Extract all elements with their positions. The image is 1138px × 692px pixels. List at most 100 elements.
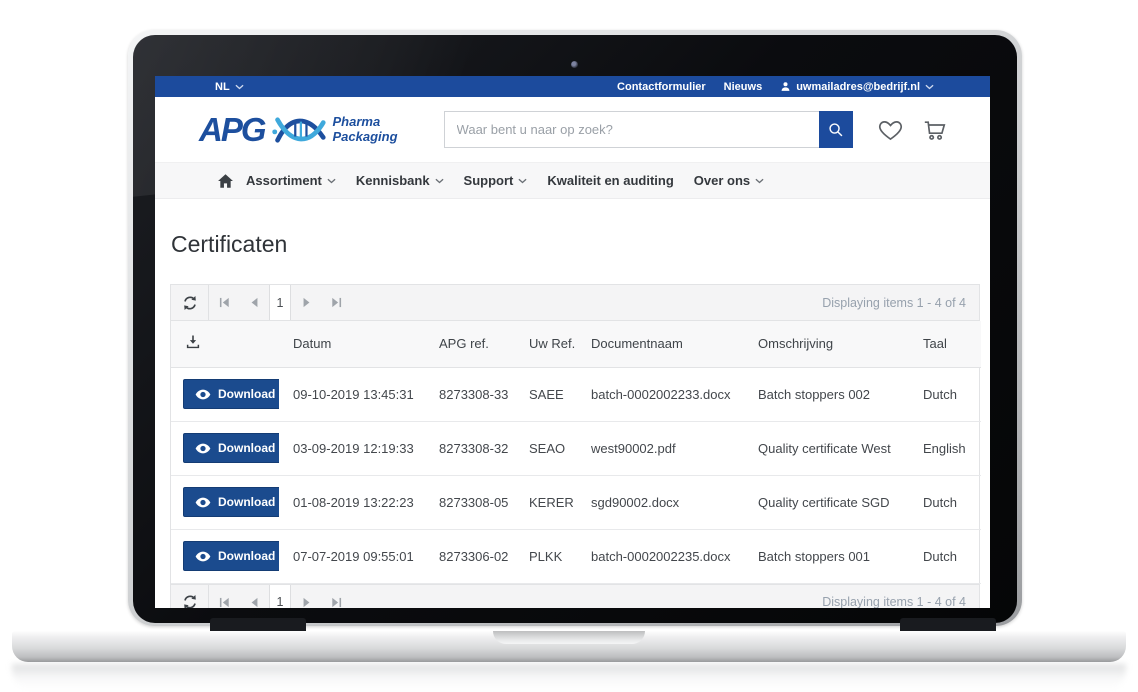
download-button-label: Download: [218, 495, 276, 509]
download-column-header: [171, 321, 279, 367]
column-header-documentnaam: Documentnaam: [591, 336, 683, 352]
download-button-label: Download: [218, 549, 276, 563]
contactformulier-link[interactable]: Contactformulier: [617, 80, 706, 93]
column-header-uw-ref: Uw Ref.: [529, 336, 576, 352]
cell-apg-ref: 8273306-02: [439, 548, 509, 564]
nav-item-label: Over ons: [693, 173, 751, 188]
eye-icon: [195, 497, 211, 508]
certificates-panel: 1 Displaying items 1 - 4 of 4: [170, 284, 981, 609]
cell-uw-ref: PLKK: [529, 548, 563, 564]
cell-taal: Dutch: [923, 548, 957, 564]
refresh-icon: [182, 295, 198, 311]
laptop-reflection: [12, 664, 1126, 690]
search-icon: [828, 122, 844, 138]
cell-apg-ref: 8273308-05: [439, 494, 509, 510]
column-header-taal: Taal: [923, 336, 947, 352]
next-page-icon: [301, 297, 312, 308]
cell-download: Download: [171, 367, 279, 421]
chevron-down-icon: [327, 178, 336, 184]
eye-icon: [195, 389, 211, 400]
chevron-down-icon: [235, 84, 244, 90]
search-input[interactable]: [443, 111, 819, 148]
last-page-button[interactable]: [321, 585, 351, 609]
download-button-label: Download: [218, 387, 276, 401]
pager-bottom: 1 Displaying items 1 - 4 of 4: [171, 583, 979, 609]
pager-status: Displaying items 1 - 4 of 4: [822, 295, 966, 310]
account-email: uwmailadres@bedrijf.nl: [796, 80, 920, 93]
first-page-icon: [219, 597, 230, 608]
site-logo[interactable]: APG Pharma: [199, 111, 398, 149]
chevron-down-icon: [755, 178, 764, 184]
search-button[interactable]: [818, 111, 853, 148]
laptop-bezel: NL Contactformulier Nieuws uwmailadres@b…: [133, 35, 1017, 623]
cell-datum: 03-09-2019 12:19:33: [293, 440, 414, 456]
nav-item-3[interactable]: Kwaliteit en auditing: [547, 173, 673, 188]
download-icon: [186, 335, 200, 352]
table-body: Download 09-10-2019 13:45:31 8273308-33 …: [171, 367, 981, 583]
logo-tagline-line1: Pharma: [332, 113, 381, 129]
download-button[interactable]: Download: [183, 487, 279, 517]
nieuws-link[interactable]: Nieuws: [723, 80, 763, 93]
table-row: Download 07-07-2019 09:55:01 8273306-02 …: [171, 529, 981, 583]
heart-icon: [877, 121, 904, 145]
prev-page-icon: [249, 597, 260, 608]
refresh-button[interactable]: [171, 285, 209, 320]
last-page-button[interactable]: [321, 285, 351, 320]
logo-tagline: Pharma Packaging: [332, 113, 398, 145]
column-header-omschrijving: Omschrijving: [758, 336, 834, 352]
nav-item-2[interactable]: Support: [464, 173, 528, 188]
pager-top: 1 Displaying items 1 - 4 of 4: [171, 285, 979, 321]
next-page-icon: [301, 597, 312, 608]
cell-documentnaam: batch-0002002235.docx: [591, 548, 731, 564]
wishlist-button[interactable]: [877, 117, 904, 142]
home-nav-item[interactable]: [217, 173, 234, 189]
nav-items: Assortiment Kennisbank Support Kwaliteit…: [246, 173, 784, 188]
download-button[interactable]: Download: [183, 379, 279, 409]
prev-page-button[interactable]: [239, 585, 269, 609]
certificates-table: Datum APG ref. Uw Ref. Documentnaam Omsc…: [171, 321, 981, 584]
search-area: [443, 111, 853, 148]
cell-omschrijving: Quality certificate West: [758, 440, 891, 456]
prev-page-button[interactable]: [239, 285, 269, 320]
laptop-notch: [493, 631, 645, 644]
language-selector[interactable]: NL: [215, 81, 244, 93]
cart-button[interactable]: [922, 117, 949, 142]
table-row: Download 01-08-2019 13:22:23 8273308-05 …: [171, 475, 981, 529]
home-icon: [217, 173, 234, 193]
webcam-icon: [571, 61, 578, 68]
dna-logo-icon: [271, 111, 327, 149]
nav-item-4[interactable]: Over ons: [694, 173, 764, 188]
cell-download: Download: [171, 529, 279, 583]
download-button[interactable]: Download: [183, 541, 279, 571]
refresh-button[interactable]: [171, 584, 209, 608]
cell-datum: 09-10-2019 13:45:31: [293, 386, 414, 402]
cell-documentnaam: west90002.pdf: [591, 440, 676, 456]
next-page-button[interactable]: [291, 285, 321, 320]
first-page-button[interactable]: [209, 285, 239, 320]
nav-item-0[interactable]: Assortiment: [246, 173, 336, 188]
user-icon: [780, 81, 791, 92]
cell-omschrijving: Batch stoppers 001: [758, 548, 871, 564]
nav-item-1[interactable]: Kennisbank: [356, 173, 444, 188]
first-page-button[interactable]: [209, 585, 239, 609]
next-page-button[interactable]: [291, 585, 321, 609]
main-nav: Assortiment Kennisbank Support Kwaliteit…: [155, 162, 990, 199]
site-header: APG Pharma: [155, 97, 990, 162]
cell-datum: 01-08-2019 13:22:23: [293, 494, 414, 510]
table-row: Download 09-10-2019 13:45:31 8273308-33 …: [171, 367, 981, 421]
cell-download: Download: [171, 421, 279, 475]
logo-tagline-line2: Packaging: [332, 128, 398, 144]
topbar: NL Contactformulier Nieuws uwmailadres@b…: [155, 76, 990, 97]
logo-brand-text: APG: [199, 111, 267, 148]
account-menu[interactable]: uwmailadres@bedrijf.nl: [780, 81, 934, 93]
laptop-screen: NL Contactformulier Nieuws uwmailadres@b…: [128, 30, 1022, 626]
last-page-icon: [331, 297, 342, 308]
pager-status: Displaying items 1 - 4 of 4: [822, 595, 966, 608]
chevron-down-icon: [434, 178, 444, 184]
first-page-icon: [219, 297, 230, 308]
cell-uw-ref: SAEE: [529, 386, 564, 402]
cell-uw-ref: SEAO: [529, 440, 566, 456]
cell-datum: 07-07-2019 09:55:01: [293, 548, 414, 564]
download-button[interactable]: Download: [183, 433, 279, 463]
